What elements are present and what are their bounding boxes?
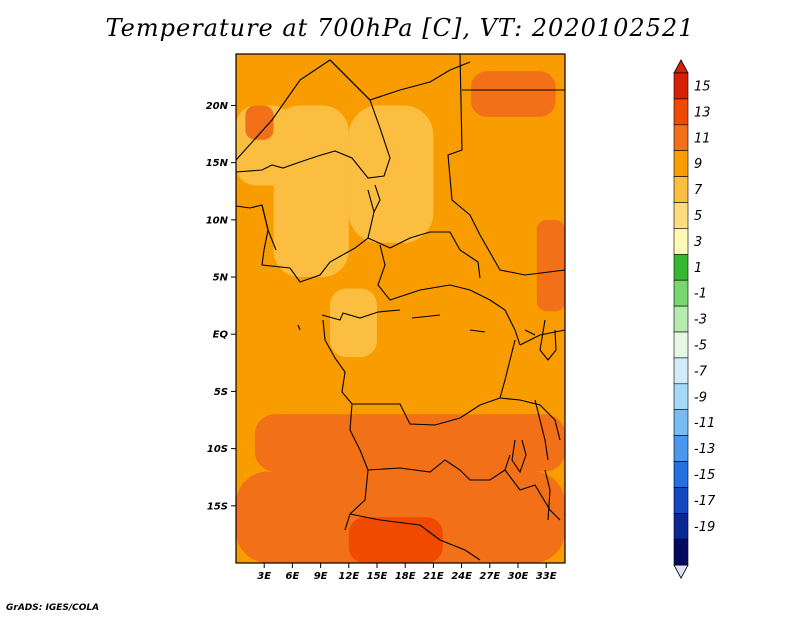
credit-footer: GrADS: IGES/COLA bbox=[6, 603, 100, 613]
colorbar-swatch bbox=[673, 124, 689, 152]
field-region bbox=[348, 517, 443, 563]
temperature-field bbox=[236, 54, 565, 563]
y-tick-label: 5N bbox=[213, 273, 229, 284]
x-tick-label: 18E bbox=[395, 571, 416, 582]
colorbar-swatch bbox=[673, 435, 689, 462]
x-tick-label: 12E bbox=[338, 571, 359, 582]
colorbar-label: 1 bbox=[694, 261, 702, 276]
colorbar-swatch bbox=[673, 357, 689, 385]
colorbar-label: 11 bbox=[694, 131, 711, 146]
y-tick-label: 15S bbox=[207, 501, 228, 512]
colorbar-swatch bbox=[673, 461, 689, 488]
field-region bbox=[536, 219, 565, 312]
y-tick-label: 10N bbox=[206, 215, 229, 226]
country-borders bbox=[236, 54, 565, 561]
x-tick-label: 27E bbox=[479, 571, 500, 582]
field-region bbox=[330, 288, 377, 358]
colorbar-over-arrow bbox=[673, 59, 689, 74]
colorbar-label: 5 bbox=[694, 209, 702, 224]
colorbar-swatch bbox=[673, 150, 689, 177]
colorbar-label: 7 bbox=[694, 183, 703, 198]
colorbar-label: -3 bbox=[694, 313, 707, 328]
colorbar-label: -13 bbox=[694, 442, 715, 457]
y-tick-label: EQ bbox=[213, 330, 229, 341]
colorbar-label: -9 bbox=[694, 390, 707, 405]
colorbar-label: -7 bbox=[694, 364, 708, 379]
colorbar-swatch bbox=[673, 305, 689, 333]
colorbar-swatch bbox=[673, 331, 689, 359]
x-tick-label: 9E bbox=[314, 571, 328, 582]
field-region bbox=[245, 105, 274, 140]
colorbar-swatch bbox=[673, 254, 689, 281]
field-region bbox=[348, 105, 434, 243]
colorbar-swatch bbox=[673, 487, 689, 514]
x-tick-label: 15E bbox=[367, 571, 388, 582]
x-tick-label: 33E bbox=[536, 571, 557, 582]
colorbar-swatch bbox=[673, 279, 689, 307]
colorbar-label: -11 bbox=[694, 416, 715, 431]
colorbar-under-arrow bbox=[673, 564, 689, 579]
colorbar: 15 13 11 9 7 5 3 1 -1 -3 -5 -7 -9 -11 -13 -15 -17 -19 bbox=[673, 59, 716, 579]
colorbar-swatch bbox=[673, 72, 689, 100]
colorbar-swatch bbox=[673, 228, 689, 255]
colorbar-swatch bbox=[673, 176, 689, 203]
colorbar-swatch bbox=[673, 538, 689, 566]
colorbar-swatch bbox=[673, 409, 689, 436]
colorbar-label: 13 bbox=[694, 105, 711, 120]
colorbar-label: 3 bbox=[694, 235, 702, 250]
colorbar-label: -1 bbox=[694, 287, 707, 302]
colorbar-swatch bbox=[673, 202, 689, 229]
axis-ticks: 3E 6E 9E 12E 15E 18E 21E 24E 27E 30E 33E 20N 15N 10N 5… bbox=[206, 101, 557, 582]
x-tick-label: 24E bbox=[451, 571, 472, 582]
colorbar-label: 9 bbox=[694, 157, 702, 172]
y-tick-label: 10S bbox=[207, 444, 228, 455]
colorbar-label: -5 bbox=[694, 338, 707, 353]
colorbar-label: -15 bbox=[694, 468, 715, 483]
y-tick-label: 5S bbox=[214, 387, 228, 398]
field-region bbox=[254, 414, 565, 472]
x-tick-label: 6E bbox=[286, 571, 300, 582]
colorbar-swatch bbox=[673, 383, 689, 410]
x-tick-label: 21E bbox=[423, 571, 444, 582]
field-region bbox=[471, 71, 556, 117]
colorbar-label: -17 bbox=[694, 494, 716, 509]
colorbar-swatch bbox=[673, 98, 689, 126]
map-frame bbox=[235, 53, 566, 564]
y-tick-label: 20N bbox=[206, 101, 229, 112]
colorbar-swatch bbox=[673, 512, 689, 540]
x-tick-label: 3E bbox=[257, 571, 271, 582]
y-tick-label: 15N bbox=[206, 158, 229, 169]
colorbar-label: -19 bbox=[694, 520, 715, 535]
x-tick-label: 30E bbox=[508, 571, 529, 582]
colorbar-label: 15 bbox=[694, 79, 711, 94]
chart-title: Temperature at 700hPa [C], VT: 202010252… bbox=[105, 14, 695, 42]
